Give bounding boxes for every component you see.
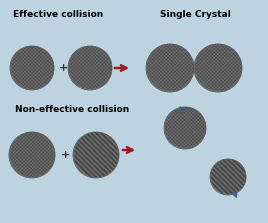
Text: +: + (60, 150, 70, 160)
Text: Effective collision: Effective collision (13, 10, 103, 19)
Text: Non-effective collision: Non-effective collision (15, 105, 129, 114)
Text: +: + (58, 63, 68, 73)
Text: Single Crystal: Single Crystal (159, 10, 230, 19)
